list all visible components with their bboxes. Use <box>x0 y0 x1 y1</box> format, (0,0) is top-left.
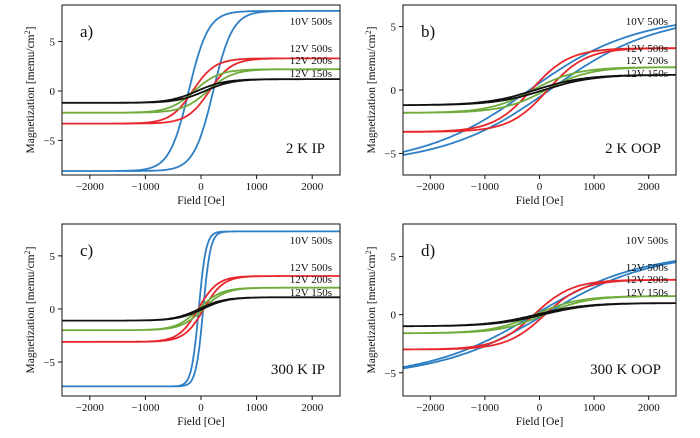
series-label: 12V 150s <box>290 68 332 80</box>
x-tick-label: 0 <box>198 181 204 193</box>
series-label: 12V 200s <box>626 274 668 286</box>
x-tick-label: −1000 <box>471 402 500 414</box>
series-line <box>62 10 340 172</box>
x-tick-label: −2000 <box>416 402 445 414</box>
y-axis-label: Magnetization [memu/cm2] <box>364 247 378 374</box>
x-tick-label: −1000 <box>471 181 500 193</box>
series-label: 12V 150s <box>290 287 332 299</box>
x-tick-label: −2000 <box>416 181 445 193</box>
y-axis-label: Magnetization [memu/cm2] <box>23 27 37 154</box>
series-line <box>403 302 676 328</box>
series-label: 12V 500s <box>626 43 668 55</box>
y-axis-label: Magnetization [memu/cm2] <box>364 27 378 154</box>
x-axis-label: Field [Oe] <box>177 416 225 428</box>
x-tick-label: 2000 <box>301 181 324 193</box>
series-label: 12V 200s <box>290 55 332 67</box>
series-line <box>62 78 340 104</box>
series-label: 12V 150s <box>626 287 668 299</box>
x-tick-label: 0 <box>198 402 204 414</box>
x-axis-label: Field [Oe] <box>516 195 564 207</box>
series-line <box>62 57 340 125</box>
x-axis-label: Field [Oe] <box>516 416 564 428</box>
series-line <box>62 68 340 114</box>
y-tick-label: 5 <box>391 22 397 34</box>
series-label: 12V 500s <box>626 262 668 274</box>
series-line <box>403 74 676 106</box>
panel-label: a) <box>80 22 93 41</box>
series-line <box>403 24 676 156</box>
series-line <box>62 286 340 332</box>
x-tick-label: 0 <box>537 402 543 414</box>
condition-label: 300 K IP <box>271 362 325 378</box>
series-label: 12V 150s <box>626 68 668 80</box>
x-tick-label: −2000 <box>76 181 105 193</box>
series-line <box>62 296 340 322</box>
series-label: 10V 500s <box>626 16 668 28</box>
y-tick-label: 0 <box>50 86 56 98</box>
series-label: 12V 500s <box>290 43 332 55</box>
plot-area <box>62 10 340 172</box>
y-tick-label: 0 <box>50 304 56 316</box>
plot-area <box>62 230 340 388</box>
x-tick-label: −1000 <box>131 402 160 414</box>
series-label: 10V 500s <box>626 235 668 247</box>
y-tick-label: 5 <box>391 252 397 264</box>
x-tick-label: 1000 <box>583 181 606 193</box>
plot-area <box>403 259 676 370</box>
series-label: 12V 500s <box>290 262 332 274</box>
x-tick-label: 1000 <box>246 402 269 414</box>
y-tick-label: 0 <box>391 85 397 97</box>
series-line <box>403 295 676 335</box>
x-axis-label: Field [Oe] <box>177 195 225 207</box>
plot-area <box>403 24 676 156</box>
series-label: 12V 200s <box>626 55 668 67</box>
panel-label: d) <box>421 241 435 260</box>
y-tick-label: −5 <box>43 357 55 369</box>
x-tick-label: 0 <box>537 181 543 193</box>
series-line <box>403 278 676 351</box>
series-line <box>403 47 676 133</box>
y-tick-label: 5 <box>50 37 56 49</box>
series-line <box>62 275 340 343</box>
panel-label: b) <box>421 22 435 41</box>
x-tick-label: −2000 <box>76 402 105 414</box>
x-tick-label: −1000 <box>131 181 160 193</box>
y-axis-label: Magnetization [memu/cm2] <box>23 247 37 374</box>
panel-c: −2000 −1000 0 1000 2000 −5 0 5 Field [Oe] Magneti… <box>23 223 341 428</box>
panel-a: −2000 −1000 0 1000 2000 −5 0 5 Field [Oe] Magneti… <box>23 4 341 207</box>
x-tick-label: 2000 <box>638 402 661 414</box>
y-tick-label: 0 <box>391 310 397 322</box>
y-tick-label: −5 <box>384 368 396 380</box>
series-label: 12V 200s <box>290 274 332 286</box>
y-tick-label: −5 <box>43 135 55 147</box>
x-tick-label: 1000 <box>583 402 606 414</box>
series-label: 10V 500s <box>290 16 332 28</box>
x-tick-label: 1000 <box>246 181 269 193</box>
series-line <box>62 230 340 388</box>
condition-label: 300 K OOP <box>590 362 661 378</box>
x-tick-label: 2000 <box>638 181 661 193</box>
panel-b: −2000 −1000 0 1000 2000 −5 0 5 Field [Oe] Magneti… <box>364 4 677 207</box>
y-tick-label: 5 <box>50 251 56 263</box>
panel-label: c) <box>80 241 93 260</box>
y-tick-label: −5 <box>384 148 396 160</box>
panel-d: −2000 −1000 0 1000 2000 −5 0 5 Field [Oe] Magneti… <box>364 223 677 428</box>
x-tick-label: 2000 <box>301 402 324 414</box>
condition-label: 2 K IP <box>286 141 325 157</box>
series-line <box>403 66 676 114</box>
condition-label: 2 K OOP <box>605 141 661 157</box>
series-label: 10V 500s <box>290 235 332 247</box>
